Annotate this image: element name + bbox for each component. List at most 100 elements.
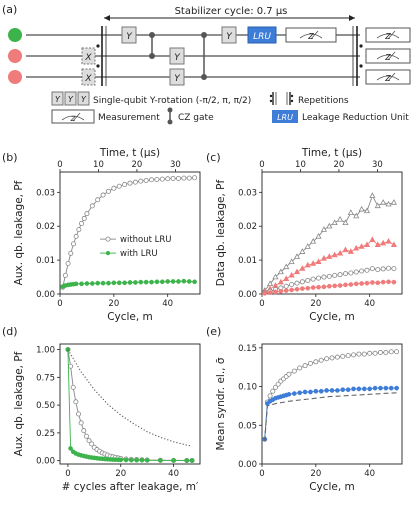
data-point-b-0: [65, 260, 71, 266]
qubit-aux: [8, 28, 22, 42]
data-point-c-1: [385, 238, 392, 244]
y-tick-label-b: 0.00: [36, 290, 55, 300]
y-tick-label-d: 1.00: [36, 346, 55, 356]
data-point-e-0: [297, 365, 303, 371]
data-point-c-3: [380, 279, 386, 285]
data-point-b-1: [95, 280, 101, 286]
x-tick-label-b: 40: [162, 299, 173, 309]
svg-text:Y: Y: [81, 95, 87, 104]
data-point-c-1: [390, 241, 397, 248]
data-point-b-1: [127, 280, 133, 285]
data-point-e-1: [324, 388, 329, 393]
data-point-c-3: [337, 283, 343, 288]
data-point-d-1: [68, 446, 73, 451]
data-point-c-3: [321, 284, 327, 290]
data-point-c-1: [326, 253, 333, 259]
data-point-e-1: [345, 387, 351, 393]
data-point-b-1: [100, 280, 106, 286]
data-point-c-3: [386, 279, 391, 285]
data-point-b-0: [159, 176, 165, 182]
legend-marker-1: [105, 251, 111, 256]
data-point-b-0: [132, 179, 138, 185]
data-point-e-1: [361, 386, 367, 392]
series-line-d-1: [67, 349, 193, 462]
y-gate-4: [221, 26, 237, 44]
data-point-b-1: [149, 279, 154, 285]
data-point-c-2: [369, 266, 375, 272]
data-point-c-3: [305, 285, 311, 291]
data-point-e-1: [318, 388, 324, 394]
y-axis-label-e: Mean syndr. el., σ̄: [215, 357, 227, 450]
x-tick-label-c: 40: [364, 299, 375, 309]
data-point-c-1: [358, 243, 365, 249]
data-point-b-1: [133, 280, 138, 285]
cz-gate-2: [201, 32, 207, 38]
data-point-c-3: [300, 286, 305, 291]
data-point-b-1: [89, 281, 95, 286]
y-tick-label-b: 0.03: [36, 188, 55, 198]
data-point-b-1: [181, 278, 187, 284]
legend-lru: Leakage Reduction Unit: [302, 113, 409, 123]
data-point-c-2: [391, 266, 397, 272]
top-tick-label-b: 0: [57, 160, 62, 170]
data-point-c-1: [299, 265, 306, 271]
x-tick-label-e: 20: [310, 469, 321, 479]
data-point-e-0: [318, 357, 324, 363]
data-point-c-0: [390, 199, 397, 205]
data-point-b-0: [175, 175, 181, 181]
svg-text:Y: Y: [174, 74, 181, 84]
svg-text:X: X: [84, 53, 92, 63]
svg-text:Z: Z: [307, 32, 314, 41]
data-point-b-0: [149, 177, 155, 183]
data-point-b-0: [143, 177, 149, 183]
data-point-b-0: [68, 250, 74, 256]
data-point-c-1: [342, 246, 349, 253]
panel-label-a: (a): [2, 3, 17, 16]
plot-frame-e: [261, 343, 403, 465]
x-tick-label-e: 0: [259, 469, 264, 479]
data-point-c-2: [294, 280, 300, 286]
data-point-b-1: [154, 279, 160, 285]
data-point-c-2: [353, 269, 359, 275]
y-tick-label-e: 0.10: [238, 383, 257, 393]
legend-repetitions: Repetitions: [298, 96, 349, 106]
data-point-c-2: [342, 271, 348, 277]
chart-leakage-decay: 0 20 40 0.00 0.25 0.50 0.75 1.00 # cycles after …: [13, 343, 201, 493]
x-tick-label-d: 20: [115, 469, 126, 479]
data-point-e-0: [345, 353, 351, 359]
legend-marker-0: [105, 236, 111, 242]
data-point-c-0: [272, 273, 279, 280]
data-point-e-0: [275, 381, 281, 387]
data-point-e-0: [329, 355, 335, 361]
data-point-e-0: [324, 356, 330, 362]
y-tick-label-d: 0.00: [36, 457, 55, 467]
y-tick-label-b: 0.01: [36, 256, 55, 266]
data-point-b-1: [122, 280, 127, 286]
x-tick-label-b: 20: [108, 299, 119, 309]
data-point-d-1: [128, 457, 134, 463]
panel-label-c: (c): [206, 151, 221, 164]
data-point-e-0: [372, 350, 378, 356]
y-axis-label-d: Aux. qb. leakage, Pf: [13, 351, 25, 456]
data-point-b-1: [165, 279, 171, 284]
y-tick-label-e: 0.05: [238, 421, 257, 431]
data-point-c-0: [369, 192, 376, 198]
data-point-b-0: [181, 175, 187, 181]
data-point-b-0: [138, 178, 144, 184]
data-point-c-3: [289, 287, 294, 293]
y-tick-label-e: 0.15: [238, 344, 257, 354]
y-tick-label-d: 0.75: [36, 373, 55, 383]
data-point-e-1: [388, 385, 394, 391]
y-tick-label-d: 0.25: [36, 429, 55, 439]
data-point-e-1: [372, 385, 378, 391]
data-point-b-0: [116, 183, 122, 189]
data-point-c-0: [293, 253, 301, 259]
data-point-c-0: [380, 199, 387, 205]
data-point-c-1: [369, 236, 376, 242]
data-point-b-1: [176, 279, 181, 284]
cz-gate-1: [149, 32, 155, 38]
data-point-c-1: [315, 258, 322, 265]
data-point-b-1: [106, 280, 111, 286]
data-point-d-0: [78, 420, 84, 426]
x-tick-label-c: 0: [259, 299, 264, 309]
